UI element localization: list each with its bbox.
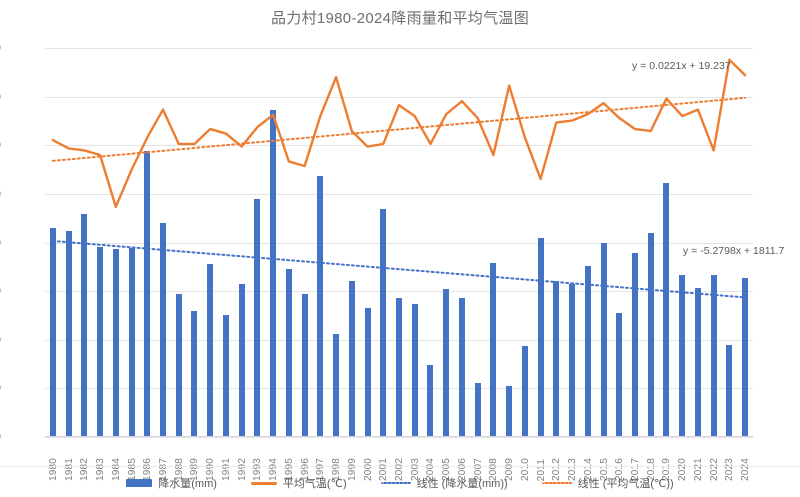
legend-label: 线性 (降水量(mm)) (416, 478, 508, 490)
chart-legend: 降水量(mm) 平均气温(℃) 线性 (降水量(mm)) 线性 (平均气温(℃)) (0, 475, 800, 491)
bar[interactable] (521, 345, 528, 437)
bar[interactable] (663, 182, 670, 437)
bar[interactable] (490, 263, 497, 437)
y-axis-tick-label: 2400 (0, 91, 1, 103)
legend-label: 平均气温(℃) (282, 478, 347, 490)
bar[interactable] (333, 333, 340, 437)
temperature-trendline-equation: y = 0.0221x + 19.237 (632, 60, 731, 72)
bar[interactable] (348, 281, 355, 437)
bar[interactable] (584, 265, 591, 437)
bar[interactable] (553, 281, 560, 437)
gridline (45, 437, 753, 438)
bar[interactable] (474, 383, 481, 437)
bar[interactable] (144, 151, 151, 437)
plot-area: 2600240022002000180016001400120010002120… (0, 42, 753, 443)
y-axis-tick-label: 1400 (0, 334, 1, 346)
y-axis-tick-label: 1600 (0, 285, 1, 297)
bar[interactable] (380, 208, 387, 437)
legend-label: 线性 (平均气温(℃)) (577, 478, 674, 490)
gridline (45, 145, 753, 147)
bar[interactable] (364, 308, 371, 437)
bar[interactable] (679, 274, 686, 437)
bar[interactable] (710, 274, 717, 437)
legend-dotted-swatch (541, 482, 572, 484)
bar[interactable] (411, 303, 418, 437)
bar[interactable] (742, 277, 749, 437)
bar[interactable] (175, 294, 182, 437)
legend-dotted-swatch (380, 482, 411, 484)
bar[interactable] (254, 198, 261, 437)
bar[interactable] (112, 248, 119, 437)
chart-title: 品力村1980-2024降雨量和平均气温图 (270, 10, 530, 27)
temperature-trendline (51, 96, 747, 162)
bar[interactable] (97, 246, 104, 437)
y-axis-tick-label: 1000 (0, 431, 1, 443)
y-axis-tick-label: 2600 (0, 42, 1, 54)
gridline (45, 193, 753, 195)
bar[interactable] (238, 283, 245, 437)
bar[interactable] (443, 288, 450, 437)
bar[interactable] (270, 110, 277, 437)
gridline (45, 291, 753, 293)
bar[interactable] (600, 242, 607, 437)
y-axis-tick-label: 2000 (0, 188, 1, 200)
bar[interactable] (694, 288, 701, 437)
gridline (45, 48, 753, 49)
bar[interactable] (285, 269, 292, 437)
line-series-layer (51, 58, 747, 299)
bar[interactable] (160, 223, 166, 437)
rainfall-trendline-equation: y = -5.2798x + 1811.7 (683, 245, 785, 257)
gridline (45, 242, 753, 244)
bar-series-rainfall (45, 48, 753, 437)
legend-divider (0, 466, 800, 467)
bar[interactable] (301, 294, 308, 437)
bar[interactable] (569, 283, 576, 437)
bar[interactable] (427, 364, 434, 437)
bar[interactable] (726, 345, 733, 437)
bar[interactable] (537, 238, 544, 437)
bar[interactable] (191, 310, 198, 437)
legend-bar-swatch (126, 479, 153, 487)
bar[interactable] (128, 247, 135, 437)
y-axis-tick-label: 1800 (0, 237, 1, 249)
bar[interactable] (222, 315, 229, 437)
bar[interactable] (458, 297, 465, 437)
bar[interactable] (317, 175, 324, 437)
legend-label: 降水量(mm) (158, 478, 217, 490)
rainfall-trendline (51, 239, 747, 299)
bar[interactable] (506, 386, 513, 437)
legend-item[interactable]: 平均气温(℃) (250, 475, 347, 491)
bar[interactable] (647, 233, 654, 437)
legend-item[interactable]: 线性 (降水量(mm)) (380, 475, 508, 491)
bar[interactable] (65, 230, 72, 437)
bar[interactable] (207, 263, 214, 437)
legend-line-swatch (250, 481, 277, 485)
bar[interactable] (396, 298, 402, 437)
bar[interactable] (81, 213, 88, 437)
bar[interactable] (616, 312, 623, 437)
legend-item[interactable]: 降水量(mm) (126, 475, 217, 491)
x-axis-line (45, 436, 753, 437)
legend-item[interactable]: 线性 (平均气温(℃)) (541, 475, 674, 491)
temperature-line (51, 58, 747, 209)
bar[interactable] (632, 252, 638, 437)
gridline (45, 96, 753, 98)
bar[interactable] (49, 227, 56, 437)
